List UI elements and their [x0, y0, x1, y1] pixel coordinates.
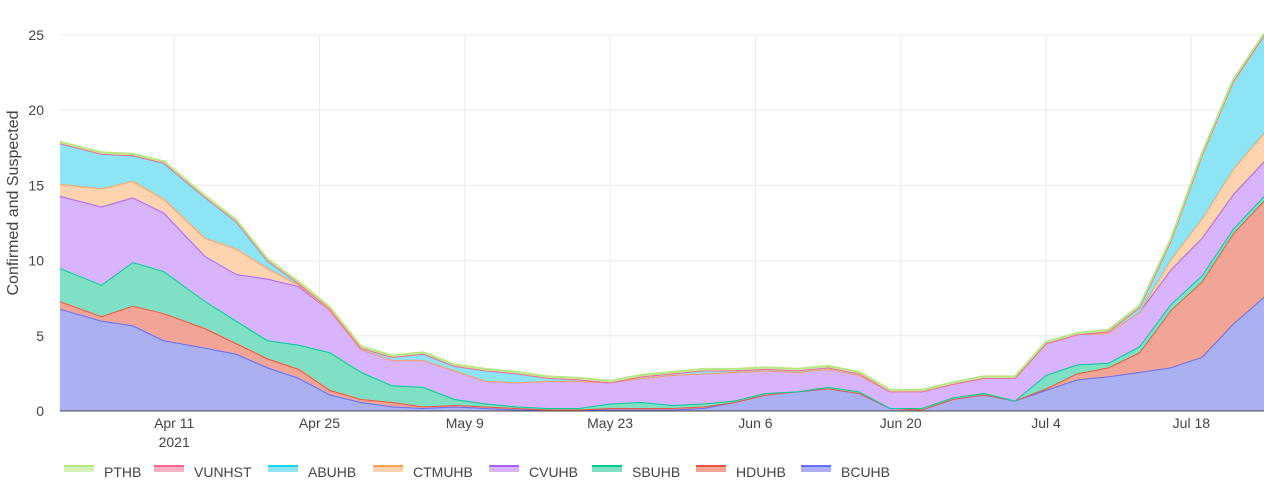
area-bcuhb [60, 296, 1264, 411]
legend-item-cvuhb[interactable]: CVUHB [489, 464, 578, 480]
legend-swatch [696, 466, 726, 472]
legend-item-bcuhb[interactable]: BCUHB [801, 464, 890, 480]
line-pthb [59, 32, 1264, 391]
legend-item-pthb[interactable]: PTHB [64, 464, 141, 480]
legend-swatch [801, 466, 831, 472]
legend-label: ABUHB [308, 464, 356, 480]
x-tick-label: Apr 25 [299, 415, 340, 431]
legend-label: CTMUHB [413, 464, 473, 480]
legend-label: SBUHB [632, 464, 680, 480]
x-tick-label: May 9 [446, 415, 484, 431]
legend-label: HDUHB [736, 464, 786, 480]
legend-item-hduhb[interactable]: HDUHB [696, 464, 786, 480]
y-tick-label: 10 [28, 253, 44, 269]
y-tick-label: 25 [28, 27, 44, 43]
legend-item-abuhb[interactable]: ABUHB [268, 464, 356, 480]
y-tick-label: 5 [36, 328, 44, 344]
axes: 0 5 10 15 20 25 Apr 11 2021 Apr 25 May 9 May 23 Jun… [28, 27, 1264, 450]
x-tick-label: Apr 11 [154, 415, 194, 431]
x-tick-label: Jun 20 [880, 415, 922, 431]
legend-item-vunhst[interactable]: VUNHST [154, 464, 252, 480]
legend-label: VUNHST [194, 464, 252, 480]
legend-label: CVUHB [529, 464, 578, 480]
legend-swatch [268, 466, 298, 472]
legend-label: BCUHB [841, 464, 890, 480]
y-tick-label: 15 [28, 177, 44, 193]
x-tick-label: Jun 6 [738, 415, 772, 431]
y-tick-label: 0 [36, 403, 44, 419]
legend-item-ctmuhb[interactable]: CTMUHB [373, 464, 473, 480]
x-tick-sublabel: 2021 [159, 434, 190, 450]
x-tick-label: Jul 4 [1031, 415, 1061, 431]
x-tick-label: May 23 [587, 415, 633, 431]
legend-swatch [489, 466, 519, 472]
legend-item-sbuhb[interactable]: SBUHB [592, 464, 680, 480]
legend-label: PTHB [104, 464, 141, 480]
legend-swatch [592, 466, 622, 472]
legend: PTHB VUNHST ABUHB CTMUHB CVUHB SBUHB HDUHB BCUH… [64, 464, 890, 480]
y-axis-title: Confirmed and Suspected [5, 111, 22, 296]
legend-swatch [154, 466, 184, 472]
area-series-layer [59, 32, 1264, 411]
legend-swatch [64, 466, 94, 472]
x-tick-label: Jul 18 [1173, 415, 1211, 431]
legend-swatch [373, 466, 403, 472]
y-tick-label: 20 [28, 102, 44, 118]
